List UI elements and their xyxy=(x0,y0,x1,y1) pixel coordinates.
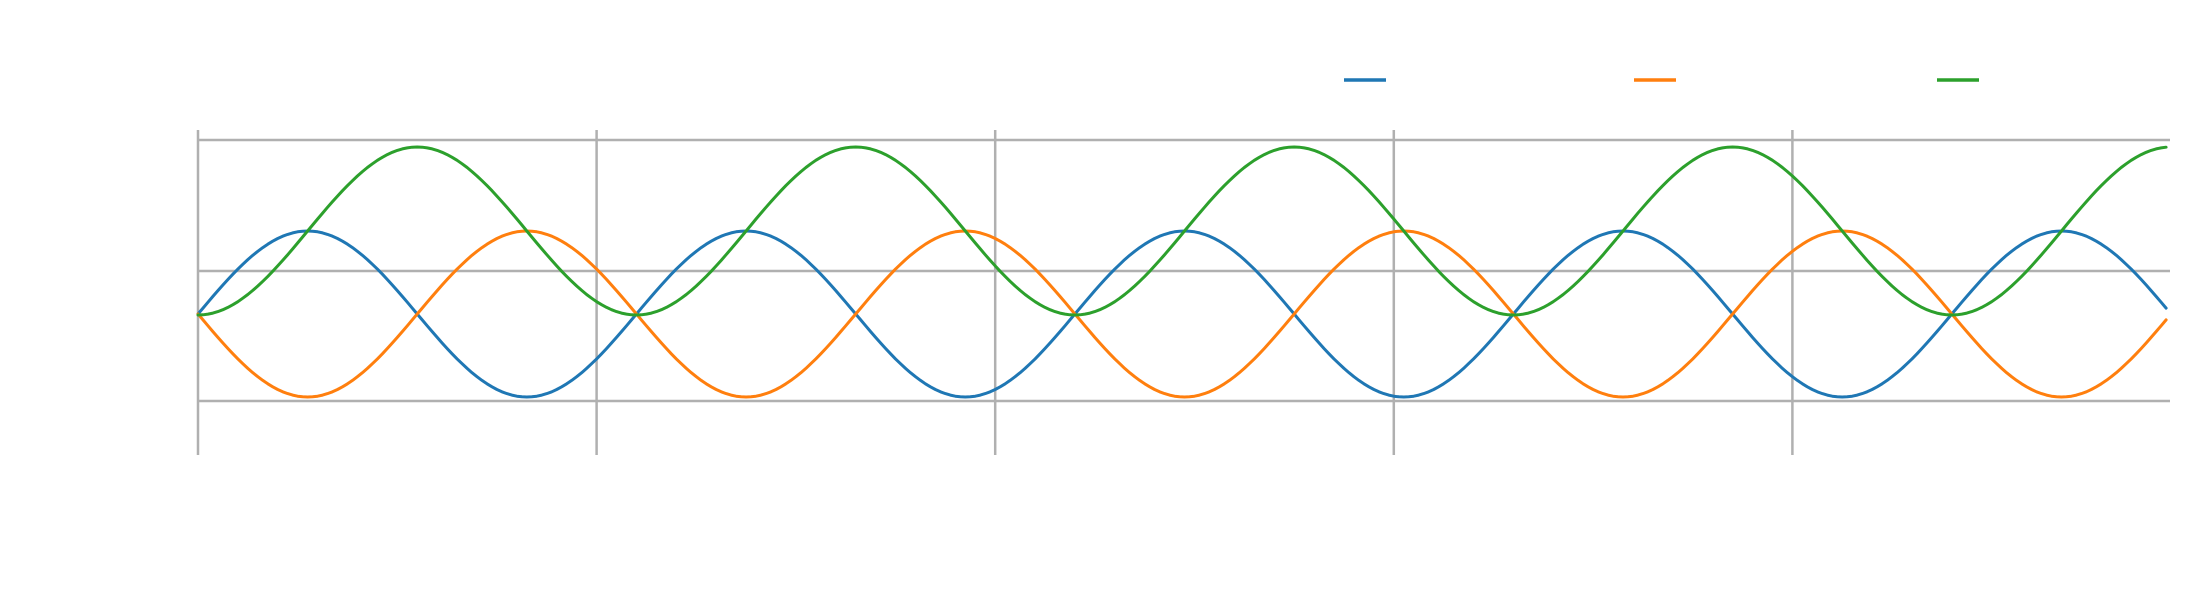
series-line-1 xyxy=(196,229,2168,399)
series-line-2 xyxy=(196,229,2168,399)
grid xyxy=(196,130,2170,455)
series-line-3 xyxy=(196,145,2168,317)
series-lines xyxy=(196,145,2168,399)
